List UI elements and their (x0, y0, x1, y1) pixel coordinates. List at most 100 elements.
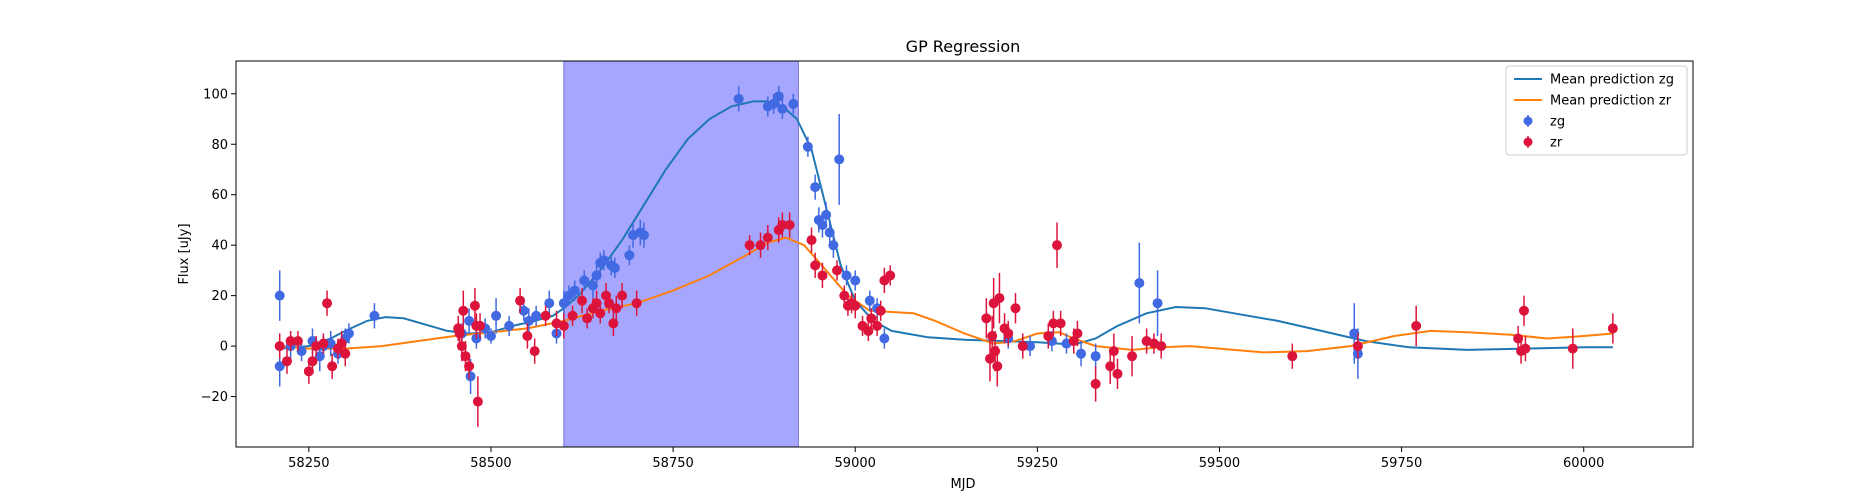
data-point (582, 313, 593, 324)
data-point (834, 154, 845, 165)
highlight-span (563, 60, 799, 448)
data-point (1112, 368, 1123, 379)
data-point (624, 250, 635, 261)
data-point (817, 219, 828, 230)
data-point (274, 361, 285, 372)
x-tick-label: 59500 (1199, 456, 1240, 471)
data-point (866, 313, 877, 324)
data-point (569, 285, 580, 296)
data-point (314, 351, 325, 362)
data-point (285, 336, 296, 347)
data-point (885, 270, 896, 281)
y-axis-label: Flux [uJy] (177, 223, 192, 284)
data-point (773, 91, 784, 102)
x-tick-label: 58750 (652, 456, 693, 471)
axes-frame (235, 60, 1694, 448)
x-tick-label: 58500 (470, 456, 511, 471)
data-point (292, 336, 303, 347)
data-point (577, 295, 588, 306)
data-point (475, 320, 486, 331)
data-point (1090, 351, 1101, 362)
data-point (762, 232, 773, 243)
highlight-span-layer (563, 60, 799, 448)
x-tick-label: 59750 (1381, 456, 1422, 471)
data-point (609, 262, 620, 273)
x-tick-label: 58250 (288, 456, 329, 471)
data-point (518, 305, 529, 316)
data-point (617, 290, 628, 301)
series-line-1 (279, 100, 1613, 351)
data-point (1090, 378, 1101, 389)
data-point (1156, 341, 1167, 352)
data-point (839, 290, 850, 301)
data-point (296, 346, 307, 357)
data-point (802, 141, 813, 152)
data-point (768, 98, 779, 109)
data-point (567, 310, 578, 321)
series-points-zg (274, 86, 1363, 395)
data-point (531, 310, 542, 321)
data-point (1411, 320, 1422, 331)
data-point (369, 310, 380, 321)
data-point (544, 298, 555, 309)
data-point (992, 361, 1003, 372)
data-point (821, 209, 832, 220)
data-point (558, 298, 569, 309)
legend-label: Mean prediction zg (1550, 73, 1674, 88)
y-tick-label: 0 (220, 340, 228, 355)
data-point (336, 338, 347, 349)
data-point (879, 333, 890, 344)
data-point (465, 371, 476, 382)
data-point (303, 366, 314, 377)
data-point (850, 275, 861, 286)
data-point (638, 230, 649, 241)
data-point (744, 240, 755, 251)
data-point (984, 353, 995, 364)
data-point (464, 361, 475, 372)
data-point (1043, 330, 1054, 341)
data-point (828, 240, 839, 251)
data-point (274, 341, 285, 352)
data-point (598, 255, 609, 266)
data-point (529, 346, 540, 357)
data-point (1352, 341, 1363, 352)
data-point (340, 348, 351, 359)
series-points-zr (274, 212, 1618, 427)
data-point (458, 305, 469, 316)
data-point (755, 240, 766, 251)
x-axis-label: MJD (950, 477, 975, 492)
data-point (1048, 318, 1059, 329)
data-point (460, 351, 471, 362)
data-point (850, 300, 861, 311)
legend-label: Mean prediction zr (1550, 94, 1672, 109)
y-tick-label: −20 (201, 390, 228, 405)
data-point (1108, 346, 1119, 357)
data-point (817, 270, 828, 281)
data-point (733, 93, 744, 104)
data-point (1127, 351, 1138, 362)
series-line-2 (279, 236, 1613, 354)
data-point (841, 270, 852, 281)
data-point (806, 235, 817, 246)
data-point (1152, 298, 1163, 309)
data-point (777, 219, 788, 230)
data-point (631, 298, 642, 309)
data-point (523, 315, 534, 326)
data-point (1607, 323, 1618, 334)
data-point (1068, 336, 1079, 347)
data-point (595, 308, 606, 319)
data-point (318, 338, 329, 349)
legend-label: zg (1550, 115, 1565, 130)
data-point (343, 328, 354, 339)
x-tick-label: 59250 (1017, 456, 1058, 471)
data-point (1003, 328, 1014, 339)
data-point (1017, 341, 1028, 352)
data-point (540, 310, 551, 321)
data-point (1567, 343, 1578, 354)
data-point (587, 280, 598, 291)
data-point (472, 396, 483, 407)
data-point (325, 338, 336, 349)
axis-tick-layer: 58250 58500 58750 59000 59250 59500 59750 60000… (201, 87, 1605, 471)
